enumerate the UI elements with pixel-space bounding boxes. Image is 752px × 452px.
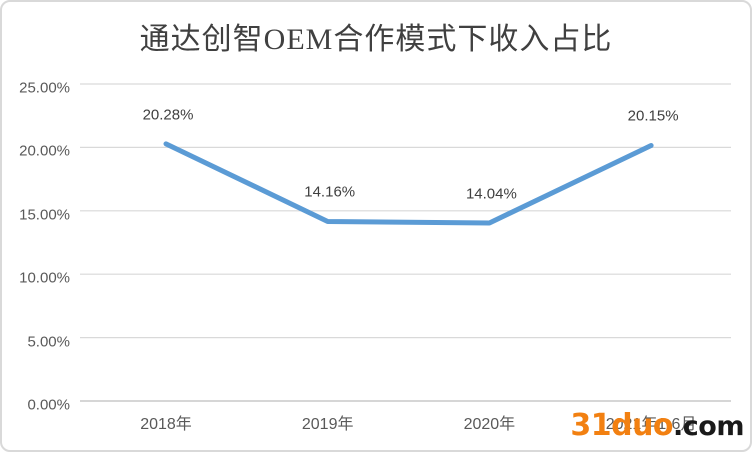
data-point-label: 14.04% — [465, 185, 517, 203]
y-tick-label: 10.00% — [19, 269, 70, 287]
x-tick-label: 2019年 — [301, 416, 354, 433]
data-point-label: 20.28% — [142, 106, 194, 124]
revenue-share-line — [163, 141, 654, 226]
y-tick-label: 0.00% — [27, 396, 70, 414]
y-tick-label: 20.00% — [19, 142, 70, 160]
x-tick-label: 2020年 — [463, 416, 516, 433]
chart-title: 通达创智OEM合作模式下收入占比 — [139, 23, 613, 56]
x-tick-label: 2018年 — [140, 416, 192, 433]
y-tick-label: 5.00% — [27, 333, 70, 351]
data-point-label: 20.15% — [627, 107, 679, 125]
watermark-suffix: .com — [673, 411, 744, 442]
watermark-brand: 31duo — [570, 408, 674, 443]
data-point-label: 14.16% — [304, 183, 356, 201]
y-tick-label: 15.00% — [19, 206, 70, 224]
y-tick-label: 25.00% — [19, 79, 70, 97]
watermark: 31duo.com — [570, 404, 744, 449]
x-tick-label: 2021年1-6月 — [605, 416, 697, 433]
